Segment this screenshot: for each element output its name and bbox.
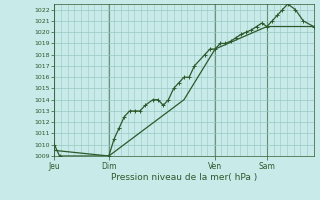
- X-axis label: Pression niveau de la mer( hPa ): Pression niveau de la mer( hPa ): [111, 173, 257, 182]
